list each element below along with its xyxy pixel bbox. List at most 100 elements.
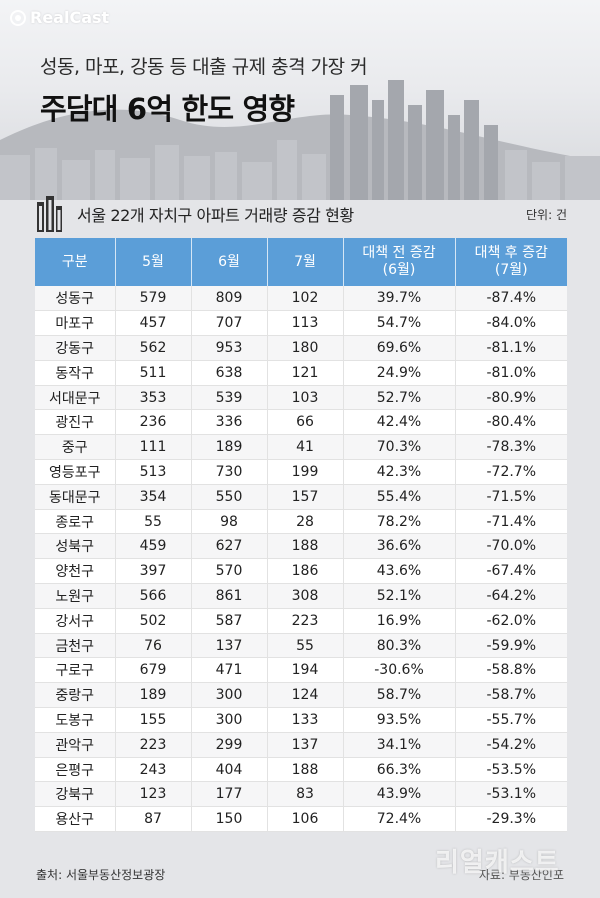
district-cell: 금천구: [35, 633, 116, 659]
brand-logo: RealCast: [10, 8, 109, 27]
value-cell: 150: [191, 806, 268, 833]
value-cell: 511: [115, 360, 192, 386]
value-cell: 70.3%: [343, 434, 456, 461]
value-cell: 223: [267, 608, 344, 634]
district-cell: 성북구: [35, 533, 116, 560]
district-cell: 서대문구: [35, 385, 116, 411]
value-cell: 199: [267, 459, 344, 485]
headline-line1: 성동, 마포, 강동 등 대출 규제 충격 가장 커: [40, 56, 368, 78]
value-cell: -67.4%: [455, 558, 567, 585]
table-title: 서울 22개 자치구 아파트 거래량 증감 현황: [77, 206, 354, 225]
value-cell: -81.1%: [455, 335, 567, 361]
value-cell: 587: [191, 608, 268, 634]
district-cell: 마포구: [35, 310, 116, 337]
column-header: 7월: [267, 238, 344, 286]
district-cell: 강북구: [35, 781, 116, 808]
value-cell: -71.5%: [455, 484, 567, 510]
value-cell: 627: [191, 533, 268, 560]
value-cell: -81.0%: [455, 360, 567, 386]
value-cell: -30.6%: [343, 657, 456, 684]
value-cell: 123: [115, 781, 192, 808]
value-cell: 638: [191, 360, 268, 386]
table-row: 성북구 459 627 188 36.6% -70.0%: [35, 533, 567, 560]
table-row: 은평구 243 404 188 66.3% -53.5%: [35, 757, 567, 783]
value-cell: 189: [191, 434, 268, 461]
value-cell: 953: [191, 335, 268, 361]
value-cell: 397: [115, 558, 192, 585]
value-cell: 111: [115, 434, 192, 461]
district-cell: 영등포구: [35, 459, 116, 485]
value-cell: 861: [191, 583, 268, 609]
value-cell: 83: [267, 781, 344, 808]
value-cell: 336: [191, 409, 268, 436]
value-cell: 58.7%: [343, 682, 456, 709]
value-cell: -53.1%: [455, 781, 567, 808]
value-cell: 550: [191, 484, 268, 510]
value-cell: 66.3%: [343, 757, 456, 783]
credit-note: 자료: 부동산인포: [478, 868, 564, 882]
building-icon: [37, 196, 62, 232]
district-cell: 중랑구: [35, 682, 116, 709]
value-cell: 55.4%: [343, 484, 456, 510]
district-cell: 중구: [35, 434, 116, 461]
table-row: 동작구 511 638 121 24.9% -81.0%: [35, 360, 567, 386]
value-cell: -84.0%: [455, 310, 567, 337]
table-row: 마포구 457 707 113 54.7% -84.0%: [35, 310, 567, 337]
headline-line2: 주담대 6억 한도 영향: [40, 92, 295, 126]
value-cell: 87: [115, 806, 192, 833]
value-cell: 579: [115, 286, 192, 312]
value-cell: 43.9%: [343, 781, 456, 808]
district-cell: 은평구: [35, 757, 116, 783]
table-row: 서대문구 353 539 103 52.7% -80.9%: [35, 385, 567, 411]
value-cell: -62.0%: [455, 608, 567, 634]
value-cell: 180: [267, 335, 344, 361]
table-row: 영등포구 513 730 199 42.3% -72.7%: [35, 459, 567, 485]
value-cell: -64.2%: [455, 583, 567, 609]
value-cell: 300: [191, 707, 268, 733]
value-cell: 243: [115, 757, 192, 783]
value-cell: 137: [267, 732, 344, 758]
district-cell: 구로구: [35, 657, 116, 684]
table-row: 양천구 397 570 186 43.6% -67.4%: [35, 558, 567, 585]
value-cell: 457: [115, 310, 192, 337]
value-cell: -80.4%: [455, 409, 567, 436]
value-cell: 502: [115, 608, 192, 634]
value-cell: -54.2%: [455, 732, 567, 758]
value-cell: -80.9%: [455, 385, 567, 411]
value-cell: 137: [191, 633, 268, 659]
column-header: 대책 후 증감 (7월): [455, 238, 567, 286]
value-cell: 236: [115, 409, 192, 436]
value-cell: 539: [191, 385, 268, 411]
table-row: 관악구 223 299 137 34.1% -54.2%: [35, 732, 567, 758]
column-header: 구분: [35, 238, 116, 286]
value-cell: 194: [267, 657, 344, 684]
value-cell: 513: [115, 459, 192, 485]
table-row: 성동구 579 809 102 39.7% -87.4%: [35, 286, 567, 312]
value-cell: 354: [115, 484, 192, 510]
value-cell: 121: [267, 360, 344, 386]
value-cell: 43.6%: [343, 558, 456, 585]
district-cell: 동대문구: [35, 484, 116, 510]
source-note: 출처: 서울부동산정보광장: [36, 868, 166, 882]
value-cell: 679: [115, 657, 192, 684]
district-cell: 동작구: [35, 360, 116, 386]
value-cell: 93.5%: [343, 707, 456, 733]
table-row: 종로구 55 98 28 78.2% -71.4%: [35, 509, 567, 535]
value-cell: 72.4%: [343, 806, 456, 833]
value-cell: 300: [191, 682, 268, 709]
value-cell: 188: [267, 533, 344, 560]
value-cell: 80.3%: [343, 633, 456, 659]
value-cell: 566: [115, 583, 192, 609]
table-row: 동대문구 354 550 157 55.4% -71.5%: [35, 484, 567, 510]
value-cell: -55.7%: [455, 707, 567, 733]
value-cell: 28: [267, 509, 344, 535]
value-cell: 707: [191, 310, 268, 337]
value-cell: 299: [191, 732, 268, 758]
value-cell: 36.6%: [343, 533, 456, 560]
district-cell: 강동구: [35, 335, 116, 361]
value-cell: 41: [267, 434, 344, 461]
value-cell: 103: [267, 385, 344, 411]
value-cell: 106: [267, 806, 344, 833]
district-cell: 노원구: [35, 583, 116, 609]
value-cell: -71.4%: [455, 509, 567, 535]
